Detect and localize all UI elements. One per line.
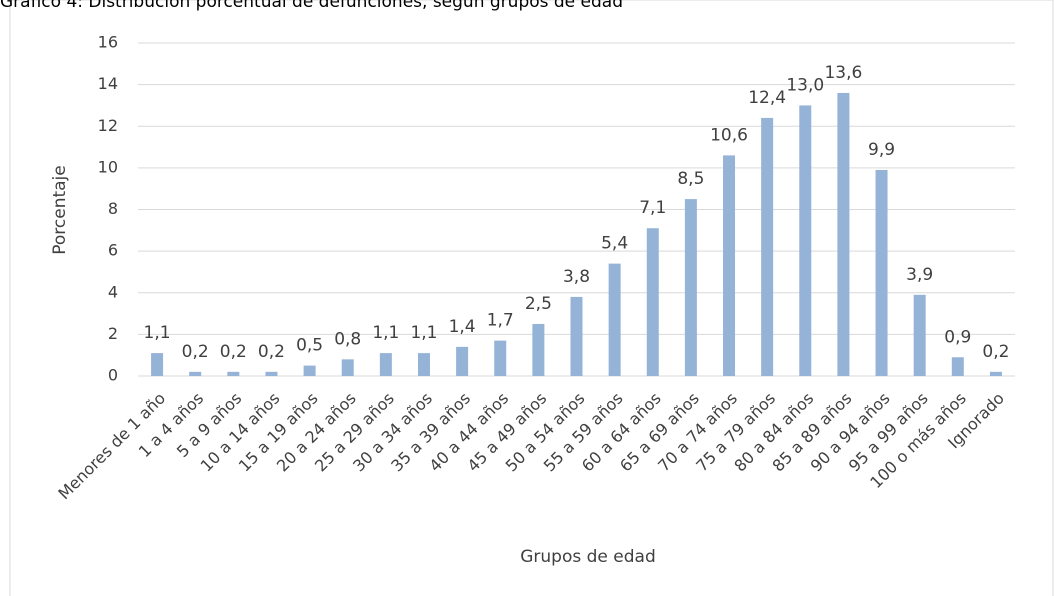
data-label: 0,8: [334, 329, 361, 349]
y-tick-label: 6: [108, 241, 118, 260]
bar: [723, 155, 736, 376]
chart-title: Gráfico 4: Distribución porcentual de de…: [0, 0, 623, 12]
data-label: 8,5: [677, 169, 704, 189]
x-axis-title: Grupos de edad: [520, 547, 656, 567]
data-label: 1,1: [410, 323, 437, 343]
data-label: 0,9: [944, 327, 971, 347]
y-tick-label: 4: [108, 282, 118, 301]
bar: [684, 199, 697, 376]
data-label: 0,2: [982, 342, 1009, 362]
data-label: 13,0: [786, 75, 824, 95]
data-label: 3,9: [906, 265, 933, 285]
bar: [799, 105, 812, 376]
bar: [837, 92, 850, 376]
data-label: 0,5: [296, 336, 323, 356]
bar: [532, 323, 545, 376]
bar: [417, 353, 430, 376]
data-label: 1,1: [372, 323, 399, 343]
y-tick-label: 0: [108, 366, 118, 385]
y-tick-label: 2: [108, 324, 118, 343]
bar: [913, 294, 926, 376]
y-axis-title: Porcentaje: [50, 165, 70, 255]
data-label: 12,4: [748, 88, 786, 108]
bar: [227, 371, 240, 376]
bar: [303, 365, 316, 376]
y-tick-label: 10: [98, 157, 118, 176]
bar: [265, 371, 278, 376]
data-label: 0,2: [182, 342, 209, 362]
bar: [608, 263, 621, 376]
y-tick-label: 12: [98, 116, 118, 135]
data-label: 1,4: [449, 317, 476, 337]
data-label: 1,7: [487, 311, 514, 331]
data-label: 0,2: [220, 342, 247, 362]
bar: [151, 353, 164, 376]
bar: [456, 346, 469, 376]
bar: [570, 296, 583, 376]
data-label: 5,4: [601, 234, 628, 254]
data-label: 2,5: [525, 294, 552, 314]
data-label: 7,1: [639, 198, 666, 218]
data-label: 13,6: [824, 63, 862, 83]
bar: [189, 371, 202, 376]
y-tick-label: 14: [98, 74, 118, 93]
y-tick-label: 16: [98, 33, 118, 52]
data-label: 10,6: [710, 125, 748, 145]
data-label: 1,1: [144, 323, 171, 343]
bar: [646, 228, 659, 376]
data-label: 9,9: [868, 140, 895, 160]
bar: [494, 340, 507, 376]
bar: [951, 357, 964, 376]
chart-frame: [9, 0, 1054, 596]
bar: [341, 359, 354, 376]
bar: [379, 353, 392, 376]
bar: [761, 117, 774, 377]
data-label: 3,8: [563, 267, 590, 287]
bar: [875, 169, 888, 376]
data-label: 0,2: [258, 342, 285, 362]
y-tick-label: 8: [108, 199, 118, 218]
bar: [989, 371, 1002, 376]
